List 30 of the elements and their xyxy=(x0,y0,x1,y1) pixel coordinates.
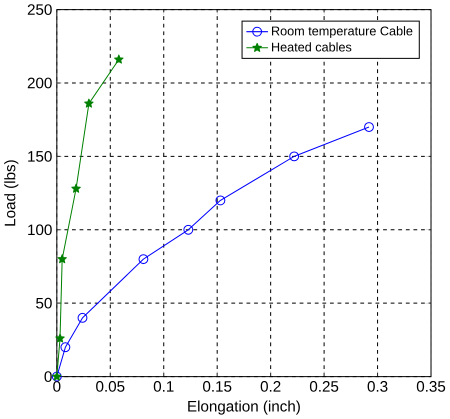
point xyxy=(78,313,88,323)
x-tick-label: 0.2 xyxy=(260,381,280,392)
point xyxy=(84,98,94,108)
y-tick-label: 0 xyxy=(44,371,52,382)
y-axis-title: Load (lbs) xyxy=(4,160,18,226)
point xyxy=(289,152,300,162)
y-tick-label: 250 xyxy=(28,4,52,16)
point xyxy=(55,334,65,343)
legend-label: Room temperature Cable xyxy=(272,26,412,38)
x-tick-label: 0.3 xyxy=(368,381,388,392)
point xyxy=(71,184,81,193)
point xyxy=(114,54,124,64)
y-tick-label: 200 xyxy=(28,78,52,88)
y-tick-label: 50 xyxy=(36,298,52,309)
x-axis-title: Elongation (inch) xyxy=(188,400,300,415)
point xyxy=(57,254,67,264)
y-tick-label: 150 xyxy=(28,151,52,162)
x-tick-label: 0.1 xyxy=(154,381,174,392)
x-tick-label: 0.25 xyxy=(310,381,338,392)
point xyxy=(364,122,374,132)
x-tick-label: 0.15 xyxy=(203,381,232,392)
point xyxy=(138,254,148,264)
x-tick-label: 0.05 xyxy=(96,381,124,392)
y-tick-label: 100 xyxy=(28,224,52,236)
x-tick-label: 0.35 xyxy=(416,381,446,392)
legend-label: Heated cables xyxy=(272,42,352,52)
point xyxy=(183,224,194,235)
x-tick-label: 0 xyxy=(53,381,60,392)
point xyxy=(215,196,226,206)
point xyxy=(60,342,70,352)
